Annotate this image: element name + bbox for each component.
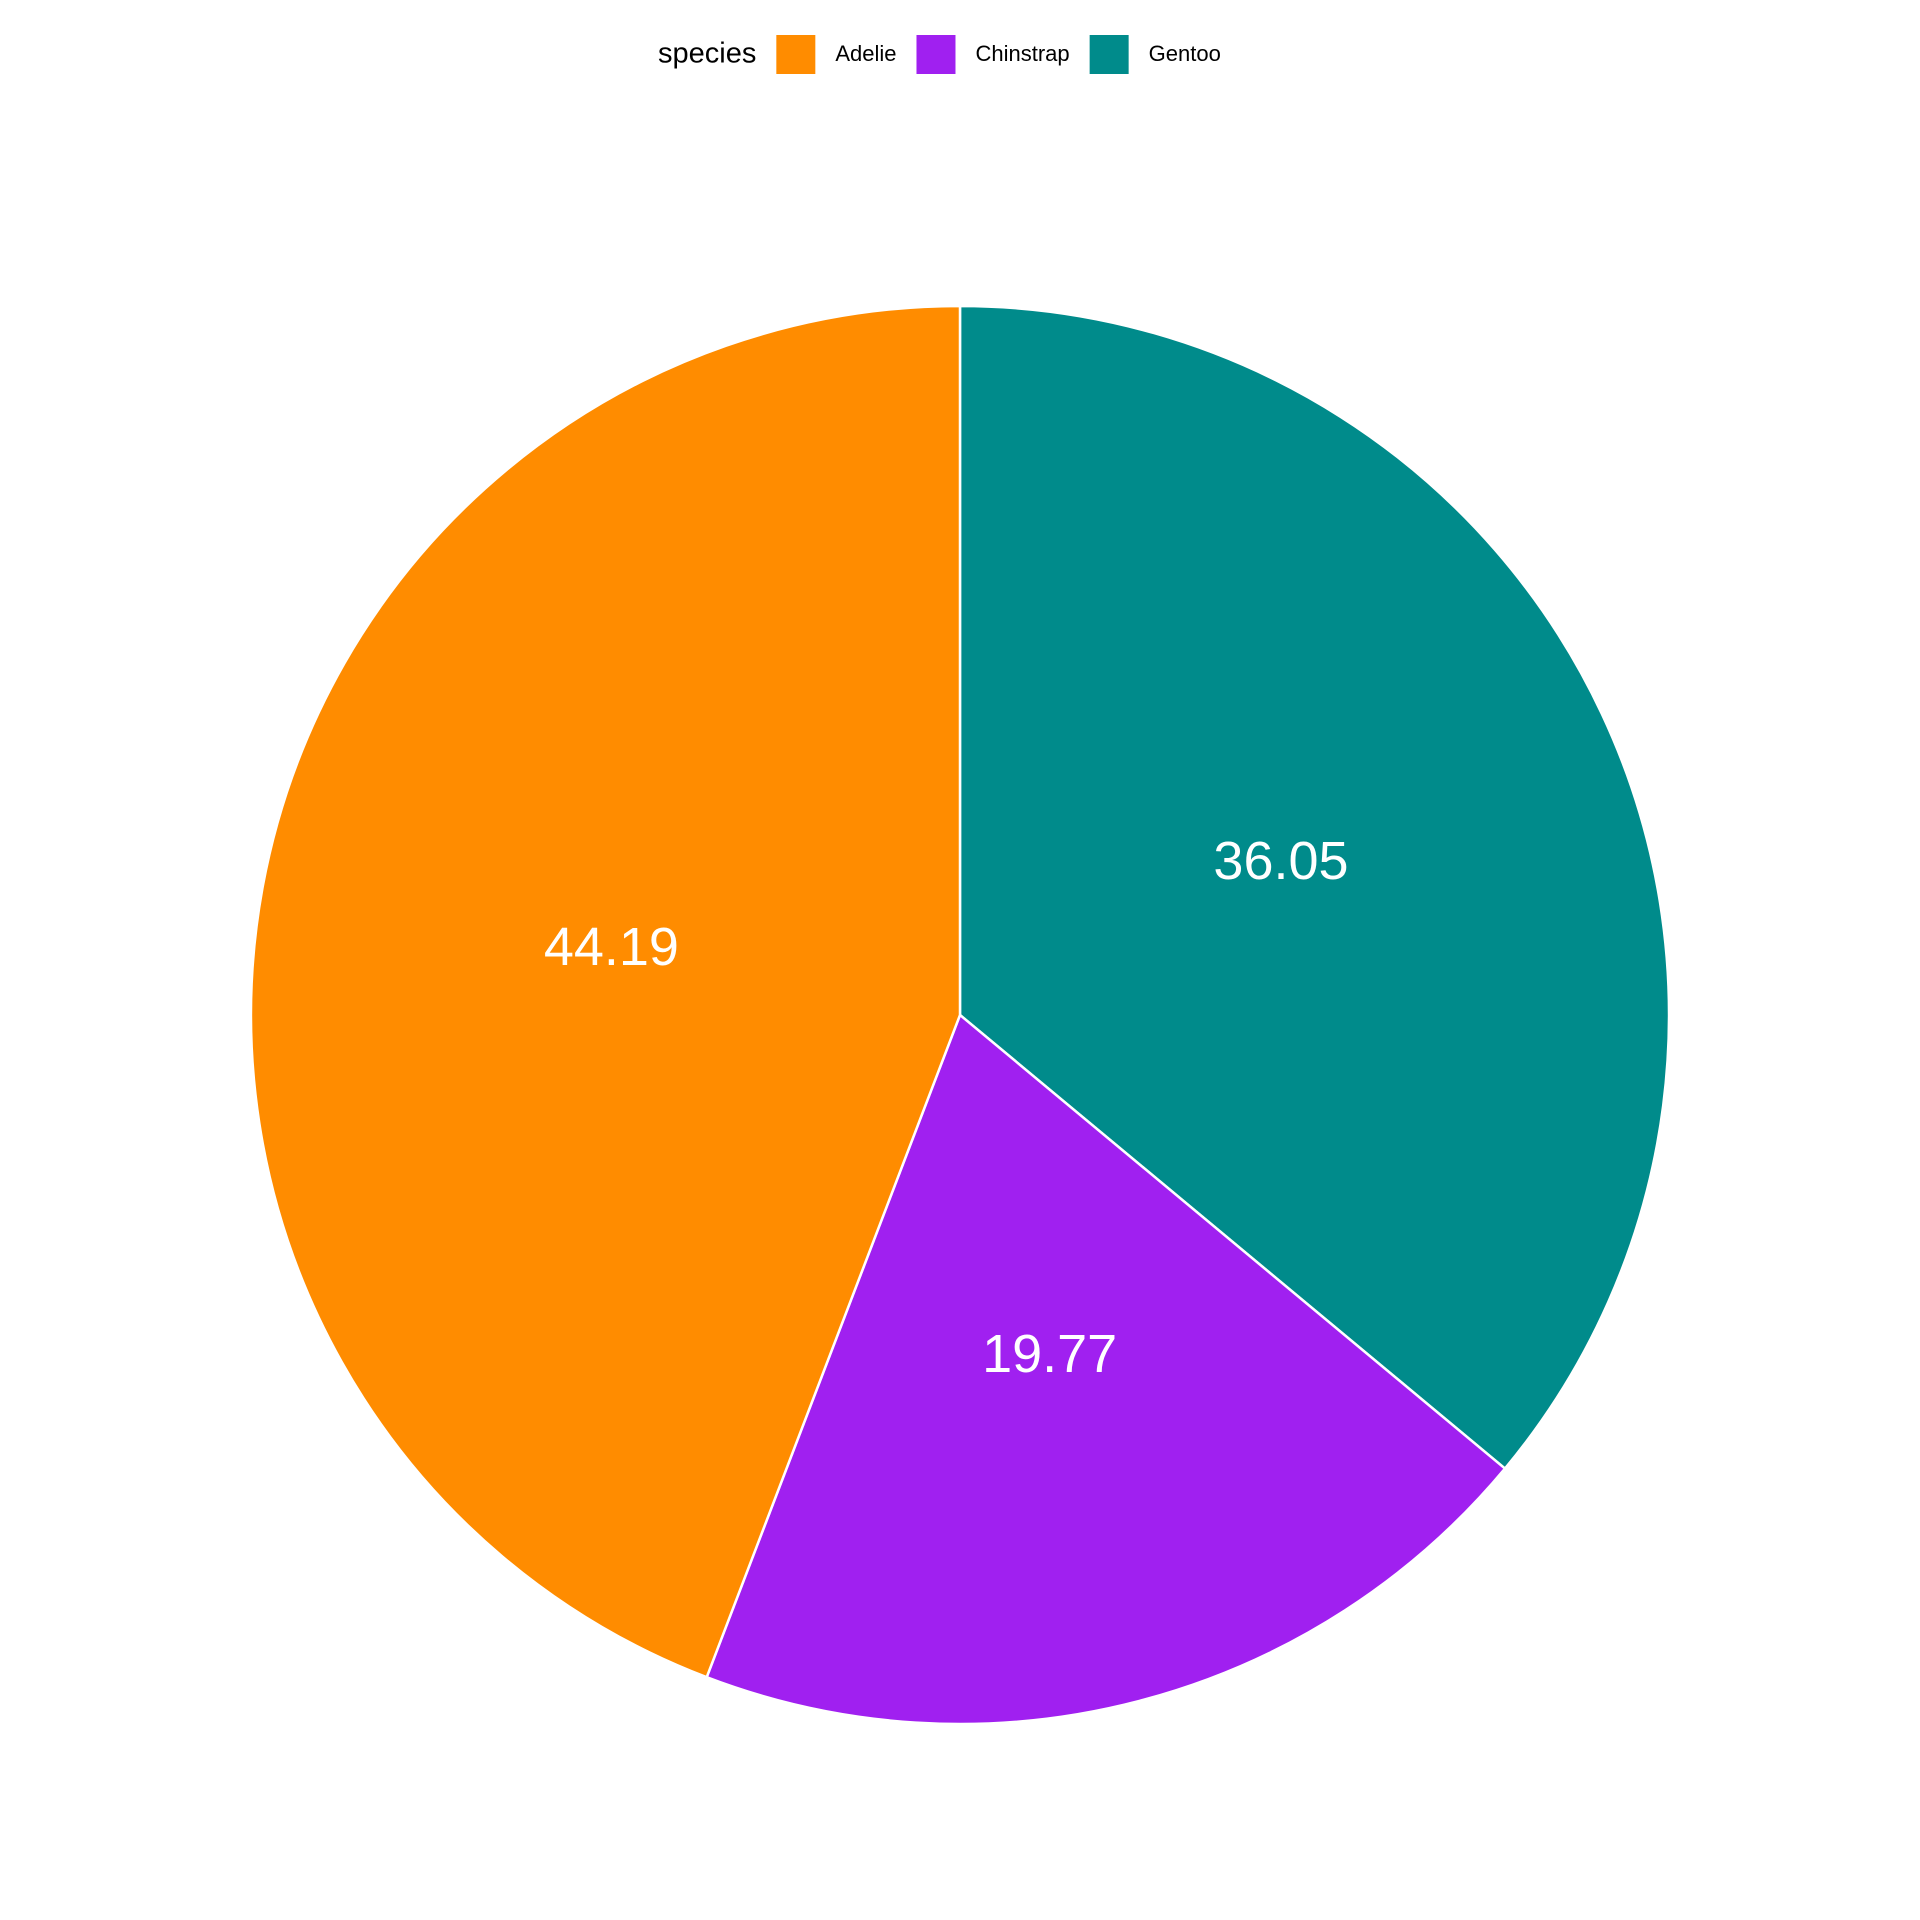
legend-key [1089, 35, 1129, 74]
legend-title: species [658, 38, 756, 70]
data-label: 36.05 [1213, 831, 1348, 891]
legend-key [916, 35, 956, 74]
legend-label: Adelie [835, 41, 896, 66]
pie-slice [958, 304, 1671, 1471]
data-label: 44.19 [544, 917, 679, 977]
legend-label: Gentoo [1149, 41, 1221, 66]
pie-slice [249, 304, 962, 1679]
legend-key [776, 35, 816, 74]
data-label: 19.77 [982, 1324, 1117, 1384]
legend-label: Chinstrap [975, 41, 1069, 66]
pie-slice [705, 1012, 1507, 1726]
